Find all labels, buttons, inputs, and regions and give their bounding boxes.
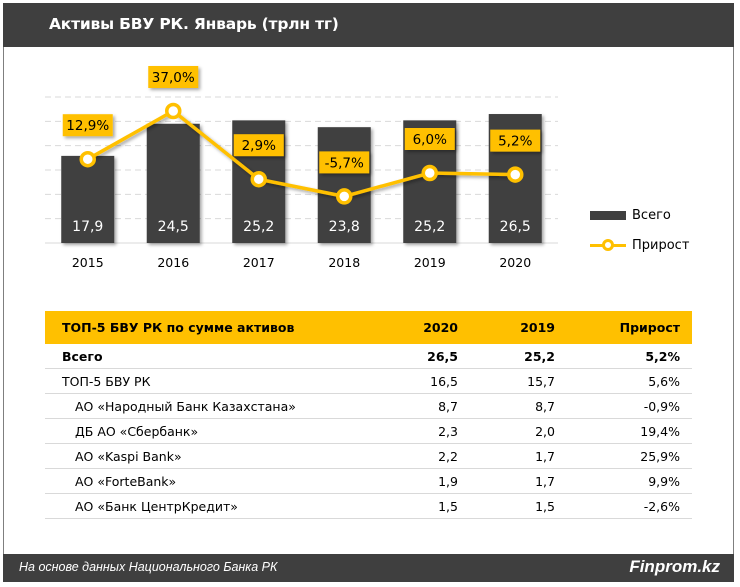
row-name: АО «ForteBank» xyxy=(45,468,375,494)
row-value-2020: 16,5 xyxy=(375,368,470,394)
legend-label: Всего xyxy=(632,207,671,223)
row-growth: 5,6% xyxy=(567,368,692,394)
table-row: АО «Банк ЦентрКредит» 1,5 1,5 -2,6% xyxy=(45,493,692,519)
row-name: АО «Банк ЦентрКредит» xyxy=(45,493,375,519)
bar-value-label: 25,2 xyxy=(414,219,445,235)
row-growth: -2,6% xyxy=(567,493,692,519)
row-value-2020: 26,5 xyxy=(375,344,470,369)
row-name: ТОП-5 БВУ РК xyxy=(45,368,375,394)
table-row: ТОП-5 БВУ РК 16,5 15,7 5,6% xyxy=(45,368,692,394)
top5-table: ТОП-5 БВУ РК по сумме активов 2020 2019 … xyxy=(45,311,692,519)
row-growth: 19,4% xyxy=(567,418,692,444)
x-tick-label: 2017 xyxy=(243,255,275,270)
growth-label-box xyxy=(62,114,113,137)
row-name: АО «Народный Банк Казахстана» xyxy=(45,393,375,419)
growth-label-box xyxy=(319,151,370,174)
growth-label-box xyxy=(404,128,455,150)
x-tick-label: 2019 xyxy=(414,255,446,270)
table-header-growth: Прирост xyxy=(567,311,692,344)
growth-point xyxy=(336,188,353,205)
legend-label: Прирост xyxy=(632,237,690,253)
row-name: АО «Kaspi Bank» xyxy=(45,443,375,469)
growth-line xyxy=(86,108,516,199)
row-growth: 9,9% xyxy=(567,468,692,494)
growth-value-label: 12,9% xyxy=(66,118,109,134)
growth-point xyxy=(79,150,96,168)
table-row: Всего 26,5 25,2 5,2% xyxy=(45,344,692,369)
growth-value-label: -5,7% xyxy=(325,155,364,171)
row-value-2019: 1,7 xyxy=(470,443,567,469)
table-row: АО «Народный Банк Казахстана» 8,7 8,7 -0,9% xyxy=(45,393,692,419)
growth-point xyxy=(165,102,182,120)
bar xyxy=(317,127,371,243)
growth-point xyxy=(250,170,267,188)
chart-legend: Всего Прирост xyxy=(590,200,689,260)
row-value-2019: 25,2 xyxy=(470,344,567,369)
bar-value-label: 25,2 xyxy=(243,219,274,235)
row-value-2019: 1,7 xyxy=(470,468,567,494)
table-header-name: ТОП-5 БВУ РК по сумме активов xyxy=(45,311,375,344)
legend-line-swatch xyxy=(590,239,626,251)
table-header-row: ТОП-5 БВУ РК по сумме активов 2020 2019 … xyxy=(45,311,692,344)
x-tick-label: 2018 xyxy=(328,255,360,270)
footer-brand: Finprom.kz xyxy=(629,557,720,576)
growth-value-label: 2,9% xyxy=(242,138,276,154)
growth-value-label: 5,2% xyxy=(498,134,532,150)
table-row: ДБ АО «Сбербанк» 2,3 2,0 19,4% xyxy=(45,418,692,444)
table-row: АО «ForteBank» 1,9 1,7 9,9% xyxy=(45,468,692,494)
row-growth: 25,9% xyxy=(567,443,692,469)
row-growth: -0,9% xyxy=(567,393,692,419)
bar xyxy=(61,155,115,243)
x-tick-label: 2016 xyxy=(157,255,189,270)
legend-item-total: Всего xyxy=(590,200,689,230)
table-header-2020: 2020 xyxy=(375,311,470,344)
bar-value-label: 23,8 xyxy=(329,219,360,235)
bar-value-label: 24,5 xyxy=(158,219,189,235)
row-value-2019: 15,7 xyxy=(470,368,567,394)
table-header-2019: 2019 xyxy=(470,311,567,344)
assets-chart: 17,9 2015 24,5 2016 25,2 2017 23,8 2018 25,2 2019… xyxy=(45,66,558,270)
row-value-2020: 8,7 xyxy=(375,393,470,419)
growth-label-box xyxy=(490,129,541,152)
bar xyxy=(146,123,200,243)
row-value-2020: 1,5 xyxy=(375,493,470,519)
growth-point xyxy=(507,166,524,183)
row-name: Всего xyxy=(45,344,375,369)
footer-source: На основе данных Национального Банка РК xyxy=(19,560,278,574)
row-growth: 5,2% xyxy=(567,344,692,369)
x-tick-label: 2020 xyxy=(499,255,531,270)
bar-value-label: 26,5 xyxy=(500,219,531,235)
bar-value-label: 17,9 xyxy=(72,219,103,235)
row-value-2020: 2,2 xyxy=(375,443,470,469)
row-value-2019: 2,0 xyxy=(470,418,567,444)
growth-label-box xyxy=(148,66,199,88)
growth-value-label: 6,0% xyxy=(413,132,447,148)
footer-bar: На основе данных Национального Банка РК … xyxy=(3,554,734,582)
growth-value-label: 37,0% xyxy=(152,70,195,86)
table-row: АО «Kaspi Bank» 2,2 1,7 25,9% xyxy=(45,443,692,469)
growth-point xyxy=(421,164,438,182)
legend-bar-swatch xyxy=(590,210,626,220)
row-value-2019: 1,5 xyxy=(470,493,567,519)
row-value-2020: 1,9 xyxy=(375,468,470,494)
growth-label-box xyxy=(233,134,284,157)
row-name: ДБ АО «Сбербанк» xyxy=(45,418,375,444)
legend-item-growth: Прирост xyxy=(590,230,689,260)
x-tick-label: 2015 xyxy=(72,255,104,270)
chart-title: Активы БВУ РК. Январь (трлн тг) xyxy=(49,15,339,33)
header-bar: Активы БВУ РК. Январь (трлн тг) xyxy=(3,3,734,47)
row-value-2019: 8,7 xyxy=(470,393,567,419)
row-value-2020: 2,3 xyxy=(375,418,470,444)
